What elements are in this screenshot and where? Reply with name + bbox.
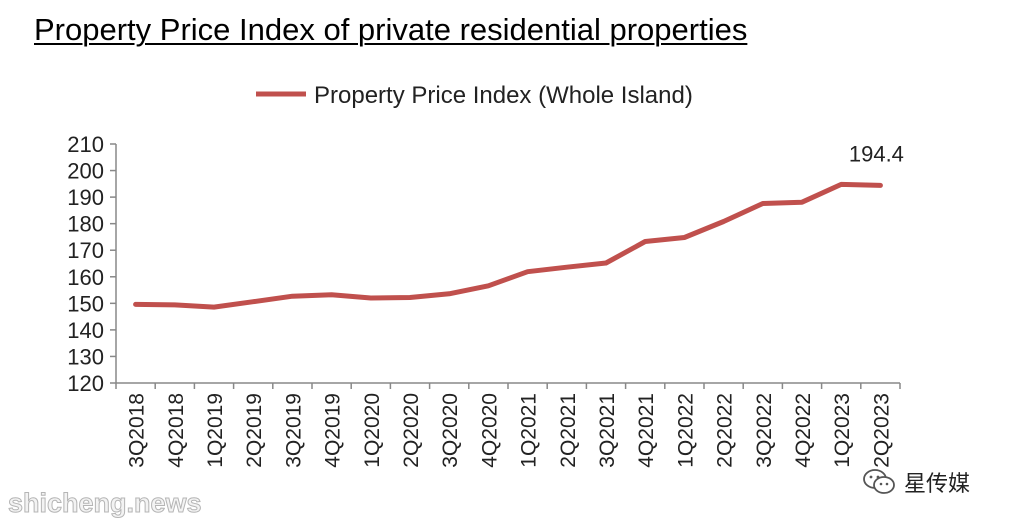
y-tick-label: 120 bbox=[67, 371, 104, 396]
x-tick-label: 4Q2019 bbox=[322, 393, 345, 468]
brand-name: 星传媒 bbox=[904, 472, 971, 497]
legend: Property Price Index (Whole Island) bbox=[256, 82, 693, 109]
wechat-icon bbox=[862, 468, 896, 496]
x-tick-label: 2Q2023 bbox=[870, 393, 893, 468]
x-tick-label: 1Q2019 bbox=[204, 393, 227, 468]
y-tick-label: 190 bbox=[67, 185, 104, 210]
x-tick-label: 4Q2020 bbox=[478, 393, 501, 468]
data-label-last: 194.4 bbox=[849, 141, 904, 166]
x-tick-label: 3Q2022 bbox=[753, 393, 776, 468]
y-tick-label: 150 bbox=[67, 291, 104, 316]
x-tick-label: 1Q2022 bbox=[674, 393, 697, 468]
page-title: Property Price Index of private resident… bbox=[34, 12, 748, 47]
y-tick-label: 140 bbox=[67, 318, 104, 343]
x-tick-label: 3Q2020 bbox=[439, 393, 462, 468]
series-line bbox=[133, 181, 883, 310]
watermark-text: shicheng.news bbox=[8, 488, 203, 519]
x-tick-label: 3Q2019 bbox=[282, 393, 305, 468]
x-tick-labels: 3Q2018 4Q2018 1Q2019 2Q2019 3Q2019 4Q2019 1Q20… bbox=[126, 393, 894, 468]
axes bbox=[110, 143, 901, 389]
y-tick-label: 130 bbox=[67, 344, 104, 369]
y-tick-label: 170 bbox=[67, 238, 104, 263]
y-tick-label: 180 bbox=[67, 212, 104, 237]
x-tick-label: 1Q2023 bbox=[831, 393, 854, 468]
x-tick-label: 1Q2021 bbox=[518, 393, 541, 468]
legend-label: Property Price Index (Whole Island) bbox=[314, 82, 693, 109]
x-tick-label: 4Q2018 bbox=[165, 393, 188, 468]
x-tick-label: 3Q2018 bbox=[126, 393, 149, 468]
y-tick-label: 160 bbox=[67, 265, 104, 290]
x-tick-label: 1Q2020 bbox=[361, 393, 384, 468]
y-tick-label: 210 bbox=[67, 132, 104, 157]
x-tick-label: 4Q2021 bbox=[635, 393, 658, 468]
y-tick-label: 200 bbox=[67, 159, 104, 184]
brand-badge: 星传媒 bbox=[862, 466, 970, 498]
x-tick-label: 3Q2021 bbox=[596, 393, 619, 468]
x-tick-label: 2Q2019 bbox=[243, 393, 266, 468]
x-tick-label: 2Q2022 bbox=[714, 393, 737, 468]
x-tick-label: 2Q2021 bbox=[557, 393, 580, 468]
x-tick-label: 2Q2020 bbox=[400, 393, 423, 468]
x-tick-label: 4Q2022 bbox=[792, 393, 815, 468]
